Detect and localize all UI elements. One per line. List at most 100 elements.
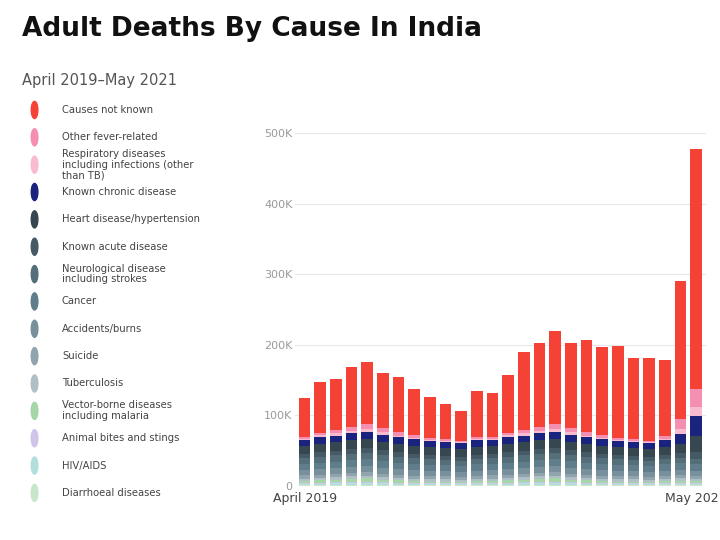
Bar — [534, 454, 546, 460]
Bar — [644, 443, 655, 449]
Bar — [299, 454, 310, 458]
Bar — [596, 484, 608, 485]
Bar — [392, 483, 405, 485]
Bar — [534, 467, 546, 473]
Bar — [471, 464, 483, 471]
Bar — [361, 485, 373, 486]
Bar — [408, 476, 420, 479]
Bar — [596, 476, 608, 479]
Text: Known chronic disease: Known chronic disease — [62, 187, 176, 197]
Bar — [487, 458, 498, 464]
Bar — [455, 485, 467, 486]
Bar — [315, 382, 326, 433]
Bar — [518, 436, 530, 442]
Ellipse shape — [31, 184, 38, 200]
Bar — [299, 436, 310, 438]
Bar — [580, 483, 593, 485]
Bar — [690, 436, 702, 451]
Bar — [612, 455, 624, 459]
Bar — [580, 340, 593, 432]
Bar — [315, 485, 326, 486]
Bar — [596, 483, 608, 484]
Bar — [690, 484, 702, 485]
Bar — [628, 448, 639, 456]
Bar — [503, 485, 514, 486]
Bar — [659, 483, 671, 484]
Bar — [675, 419, 686, 429]
Bar — [518, 477, 530, 480]
Bar — [675, 478, 686, 481]
Bar — [565, 477, 577, 480]
Bar — [346, 427, 357, 431]
Bar — [596, 470, 608, 476]
Bar — [471, 459, 483, 464]
Bar — [628, 358, 639, 439]
Bar — [596, 435, 608, 438]
Bar — [471, 483, 483, 484]
Bar — [330, 434, 342, 436]
Bar — [518, 430, 530, 434]
Bar — [596, 446, 608, 454]
Bar — [330, 483, 342, 485]
Bar — [487, 485, 498, 486]
Bar — [549, 330, 561, 424]
Bar — [392, 469, 405, 475]
Bar — [549, 431, 561, 439]
Bar — [424, 476, 436, 479]
Bar — [346, 467, 357, 473]
Bar — [565, 343, 577, 428]
Bar — [518, 483, 530, 485]
Bar — [565, 428, 577, 433]
Bar — [659, 436, 671, 439]
Bar — [330, 480, 342, 482]
Bar — [487, 447, 498, 454]
Bar — [315, 469, 326, 475]
Bar — [534, 431, 546, 433]
Bar — [361, 439, 373, 448]
Bar — [330, 379, 342, 430]
Bar — [659, 479, 671, 482]
Bar — [408, 458, 420, 464]
Bar — [377, 468, 389, 474]
Bar — [392, 463, 405, 469]
Bar — [377, 433, 389, 435]
Bar — [361, 362, 373, 424]
Bar — [299, 438, 310, 440]
Bar — [503, 433, 514, 435]
Text: Accidents/burns: Accidents/burns — [62, 324, 142, 334]
Text: Known acute disease: Known acute disease — [62, 242, 168, 252]
Bar — [315, 437, 326, 444]
Bar — [675, 453, 686, 458]
Bar — [503, 444, 514, 452]
Bar — [690, 389, 702, 407]
Bar — [596, 481, 608, 483]
Bar — [471, 471, 483, 476]
Bar — [487, 478, 498, 481]
Bar — [628, 483, 639, 484]
Ellipse shape — [31, 484, 38, 502]
Bar — [644, 485, 655, 486]
Bar — [346, 431, 357, 433]
Bar — [346, 460, 357, 467]
Bar — [455, 472, 467, 477]
Bar — [392, 437, 405, 444]
Bar — [675, 463, 686, 470]
Bar — [315, 481, 326, 483]
Ellipse shape — [31, 457, 38, 474]
Bar — [565, 482, 577, 483]
Bar — [580, 463, 593, 469]
Bar — [503, 452, 514, 456]
Bar — [299, 398, 310, 436]
Bar — [612, 482, 624, 483]
Bar — [346, 454, 357, 460]
Bar — [440, 439, 451, 441]
Bar — [628, 480, 639, 482]
Bar — [424, 484, 436, 485]
Bar — [644, 357, 655, 441]
Bar — [612, 441, 624, 447]
Bar — [612, 447, 624, 455]
Bar — [471, 392, 483, 437]
Bar — [377, 455, 389, 461]
Bar — [644, 441, 655, 442]
Bar — [424, 479, 436, 482]
